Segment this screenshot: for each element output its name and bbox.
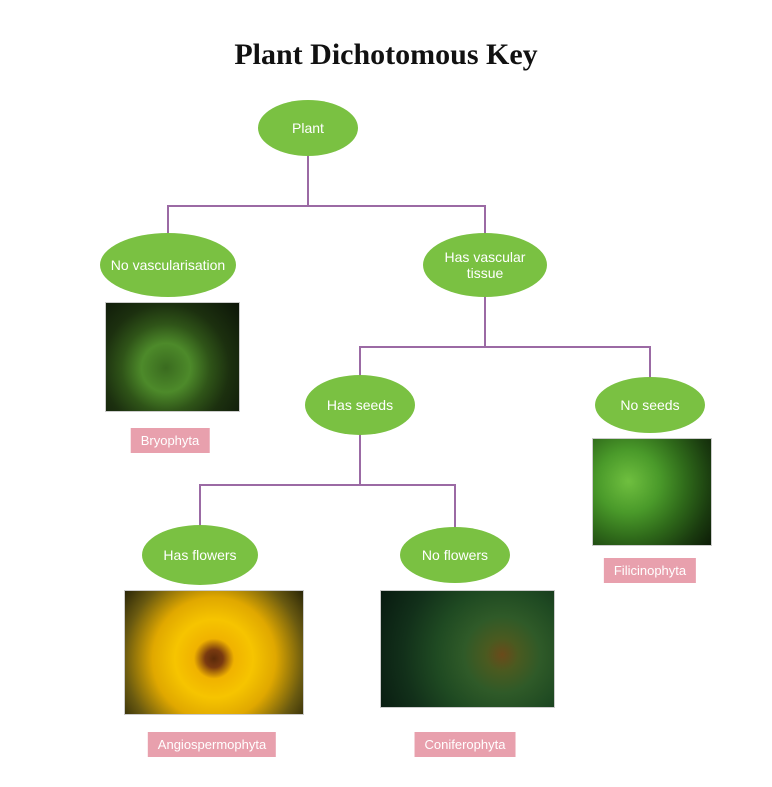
tag-label: Bryophyta — [141, 433, 200, 448]
tag-conifer: Coniferophyta — [415, 732, 516, 757]
tag-label: Filicinophyta — [614, 563, 686, 578]
node-plant: Plant — [258, 100, 358, 156]
tag-filic: Filicinophyta — [604, 558, 696, 583]
page-title: Plant Dichotomous Key — [0, 38, 772, 72]
node-label: No vascularisation — [111, 257, 225, 273]
node-no-vasc: No vascularisation — [100, 233, 236, 297]
node-label: Has vascular tissue — [431, 249, 539, 281]
node-no-flowers: No flowers — [400, 527, 510, 583]
node-label: No flowers — [422, 547, 488, 563]
img-fern — [592, 438, 712, 546]
node-label: Plant — [292, 120, 324, 136]
img-pine — [380, 590, 555, 708]
tag-label: Angiospermophyta — [158, 737, 266, 752]
node-has-seeds: Has seeds — [305, 375, 415, 435]
tag-angio: Angiospermophyta — [148, 732, 276, 757]
node-label: No seeds — [620, 397, 679, 413]
tag-label: Coniferophyta — [425, 737, 506, 752]
node-has-flowers: Has flowers — [142, 525, 258, 585]
node-label: Has flowers — [163, 547, 236, 563]
node-has-vasc: Has vascular tissue — [423, 233, 547, 297]
node-no-seeds: No seeds — [595, 377, 705, 433]
img-flower — [124, 590, 304, 715]
img-moss — [105, 302, 240, 412]
node-label: Has seeds — [327, 397, 393, 413]
tag-bryo: Bryophyta — [131, 428, 210, 453]
